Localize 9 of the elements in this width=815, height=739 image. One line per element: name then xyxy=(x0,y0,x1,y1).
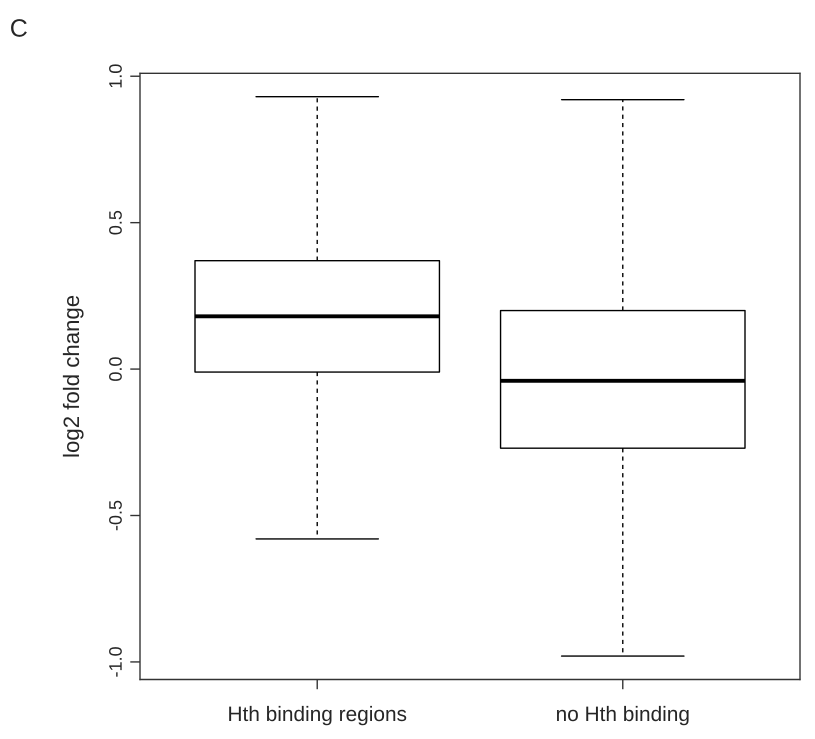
y-tick-label: 0.5 xyxy=(109,210,122,234)
x-tick-label: no Hth binding xyxy=(556,706,689,726)
y-tick-label: -0.5 xyxy=(109,500,122,530)
text: C xyxy=(11,19,27,37)
y-tick-label: 0.0 xyxy=(109,357,122,381)
x-tick-label: Hth binding regions xyxy=(229,706,406,726)
y-tick-label: 1.0 xyxy=(109,64,122,88)
y-tick-label: -1.0 xyxy=(109,647,122,677)
y-axis-title: log2 fold change xyxy=(62,296,84,456)
